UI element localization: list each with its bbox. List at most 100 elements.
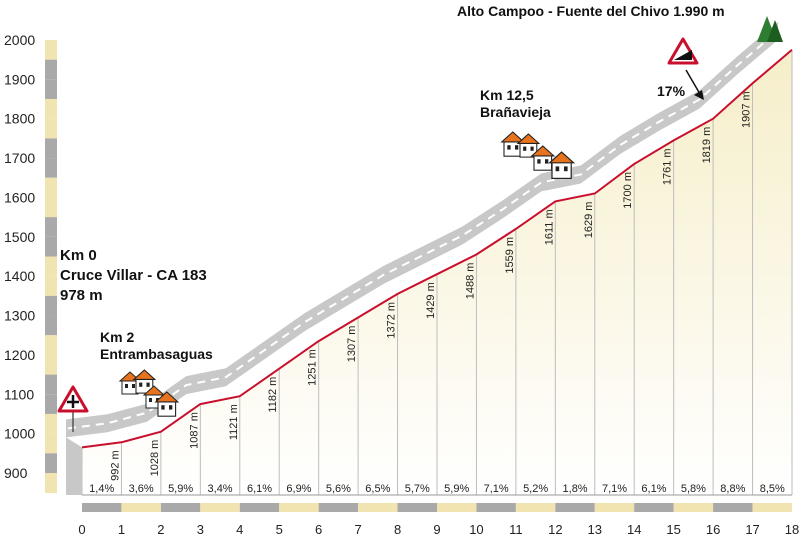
steep-climb-sign-icon — [667, 37, 699, 65]
x-tick-label: 0 — [78, 522, 85, 537]
y-strip-block — [45, 295, 57, 316]
house-window — [530, 146, 534, 151]
y-tick-label: 1000 — [4, 426, 35, 442]
x-strip-block — [476, 503, 516, 512]
gradient-label: 5,2% — [523, 483, 548, 495]
x-tick-label: 14 — [627, 522, 641, 537]
house-window — [149, 398, 152, 402]
house-roof — [132, 369, 157, 380]
km-gridlines — [81, 50, 793, 495]
chart-title: Alto Campoo - Fuente del Chivo 1.990 m — [457, 3, 725, 19]
house-window — [515, 145, 519, 150]
y-axis-strip — [45, 40, 57, 493]
y-strip-block — [45, 177, 57, 198]
elevation-label: 1700 m — [622, 172, 634, 209]
gradient-label: 1,8% — [563, 483, 588, 495]
y-strip-block — [45, 99, 57, 119]
x-strip-block — [160, 503, 201, 512]
house-icon — [132, 369, 157, 394]
elevation-label: 1372 m — [386, 302, 398, 339]
x-strip-block — [239, 503, 280, 512]
x-strip-block — [515, 503, 556, 512]
elevation-label: 1251 m — [307, 349, 319, 386]
elevation-label: 1307 m — [346, 326, 358, 363]
gradient-label: 1,4% — [89, 483, 114, 495]
gradient-label: 6,1% — [247, 483, 272, 495]
house-window — [507, 145, 511, 150]
x-strip-block — [713, 503, 753, 512]
x-strip-block — [634, 503, 674, 512]
y-strip-block — [45, 217, 57, 237]
y-strip-block — [45, 40, 57, 60]
house-roof — [516, 133, 541, 144]
y-strip-block — [45, 138, 57, 159]
summit-trees-icon — [757, 16, 783, 42]
crossroads-sign-icon — [57, 385, 89, 432]
house-icon — [118, 371, 142, 395]
x-tick-label: 18 — [785, 522, 799, 537]
house-window — [537, 159, 541, 164]
x-tick-label: 5 — [276, 522, 283, 537]
x-axis-strip — [82, 503, 792, 512]
y-strip-block — [45, 433, 57, 454]
x-strip-block — [279, 503, 319, 512]
gradient-label: 6,9% — [286, 483, 311, 495]
km2-km-label: Km 2 — [100, 329, 134, 345]
gradient-label: 5,6% — [326, 483, 351, 495]
y-strip-block — [45, 413, 57, 434]
house-roof — [142, 385, 166, 396]
y-tick-label: 1900 — [4, 71, 35, 87]
x-strip-block — [358, 503, 398, 512]
gradient-label: 6,5% — [365, 483, 390, 495]
km12-place-label: Brañavieja — [480, 104, 551, 120]
y-tick-label: 1500 — [4, 229, 35, 245]
y-strip-block — [45, 453, 57, 473]
elevation-label: 1182 m — [267, 377, 279, 413]
x-strip-block — [594, 503, 635, 512]
house-roof — [500, 131, 526, 143]
house-window — [139, 382, 143, 387]
house-window — [564, 166, 568, 172]
km2-place-label: Entrambasaguas — [100, 346, 213, 362]
elevation-label: 1629 m — [583, 202, 595, 239]
y-tick-label: 900 — [4, 465, 28, 481]
house-roof — [548, 151, 576, 164]
gradient-label: 6,1% — [641, 483, 666, 495]
x-tick-label: 1 — [118, 522, 125, 537]
y-tick-label: 1800 — [4, 111, 35, 127]
gradient-label: 3,4% — [208, 483, 233, 495]
x-tick-label: 2 — [157, 522, 164, 537]
y-strip-block — [45, 335, 57, 355]
gradient-label: 3,6% — [129, 483, 154, 495]
house-window — [161, 405, 165, 410]
elevation-label: 1121 m — [228, 404, 240, 440]
x-strip-block — [397, 503, 437, 512]
house-roof — [530, 145, 556, 157]
gradient-label: 5,9% — [444, 483, 469, 495]
y-strip-block — [45, 236, 57, 257]
house-icon — [530, 145, 556, 171]
road-side-wall — [66, 437, 82, 495]
house-roof — [154, 391, 180, 403]
x-strip-block — [555, 503, 595, 512]
x-tick-label: 7 — [354, 522, 361, 537]
house-window — [146, 382, 150, 387]
x-tick-label: 9 — [433, 522, 440, 537]
x-strip-block — [121, 503, 161, 512]
gradient-labels: 1,4% 3,6% 5,9% 3,4% 6,1% 6,9% 5,6% 6,5% 5,7% 5,9%… — [89, 483, 785, 495]
house-icon — [154, 391, 180, 417]
x-axis-labels: 0 1 2 3 4 5 6 7 8 9 10 11 12 13 14 15 16 17 18 — [78, 522, 799, 537]
elevation-label: 1611 m — [543, 209, 555, 245]
y-strip-block — [45, 158, 57, 178]
y-strip-block — [45, 118, 57, 139]
y-strip-block — [45, 315, 57, 336]
y-strip-block — [45, 59, 57, 80]
gradient-label: 8,8% — [720, 483, 745, 495]
y-tick-label: 2000 — [4, 32, 35, 48]
gradient-label: 5,7% — [405, 483, 430, 495]
profile-area — [82, 49, 792, 496]
house-window — [545, 159, 549, 164]
x-strip-block — [200, 503, 240, 512]
house-wall — [533, 154, 553, 171]
